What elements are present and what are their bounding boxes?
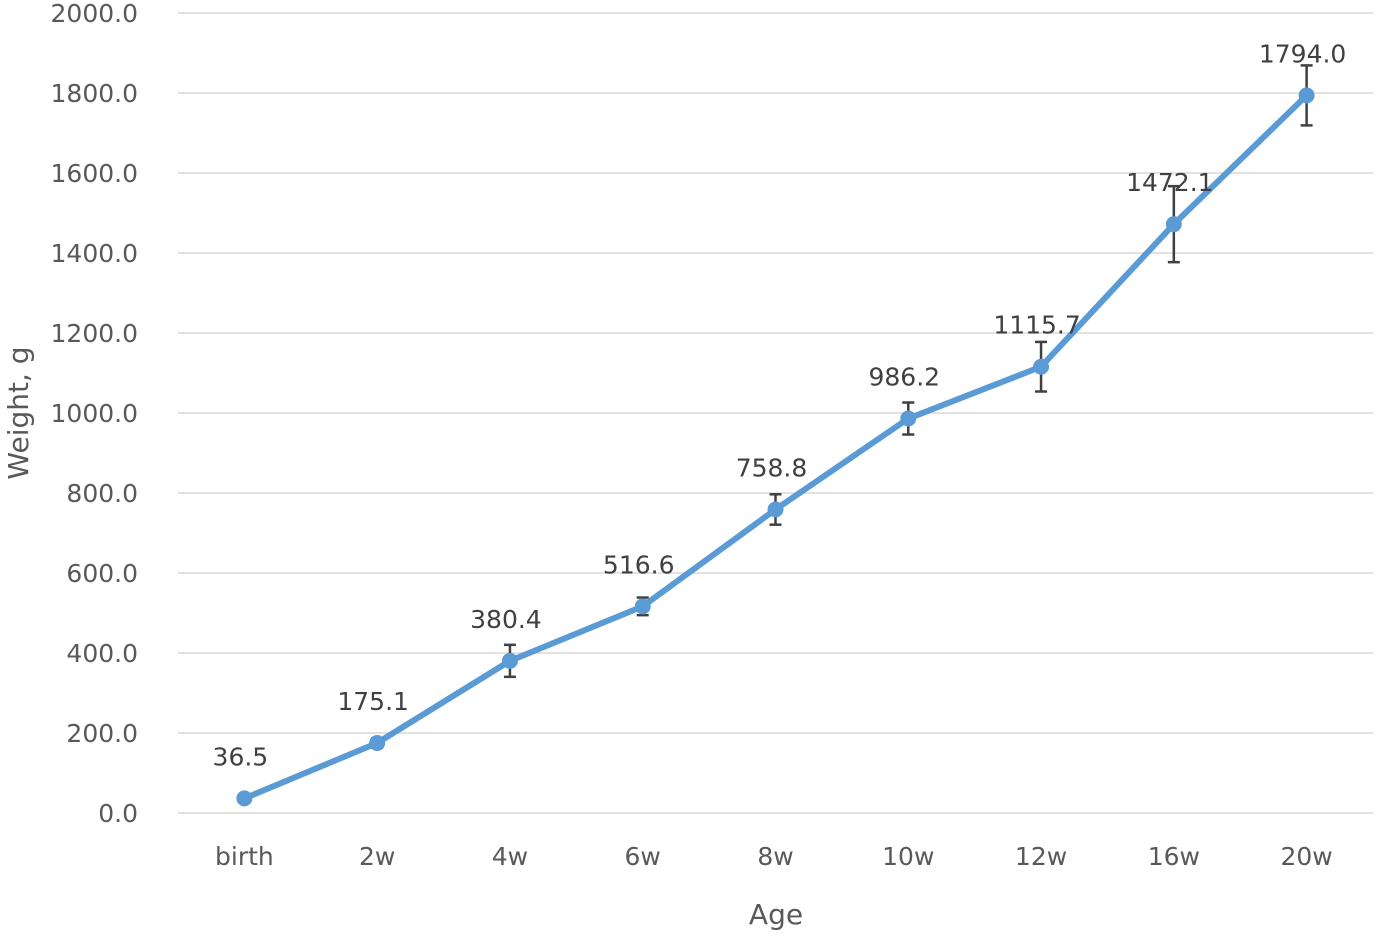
x-axis-ticks: birth 2w 4w 6w 8w 10w 12w 16w 20w <box>215 842 1333 871</box>
x-tick-label: birth <box>215 842 274 871</box>
y-tick-label: 200.0 <box>66 719 138 748</box>
y-axis-title: Weight, g <box>2 346 35 479</box>
data-point <box>236 790 253 807</box>
data-point <box>501 652 518 669</box>
x-tick-label: 4w <box>492 842 528 871</box>
x-tick-label: 20w <box>1280 842 1332 871</box>
data-point <box>1165 216 1182 233</box>
data-point <box>900 410 917 427</box>
data-label: 36.5 <box>213 742 269 771</box>
data-label: 516.6 <box>603 550 675 579</box>
y-tick-label: 1400.0 <box>51 239 138 268</box>
data-point <box>634 598 651 615</box>
y-axis-ticks: 0.0 200.0 400.0 600.0 800.0 1000.0 1200.0 1400.… <box>51 0 138 828</box>
x-tick-label: 2w <box>359 842 395 871</box>
y-tick-label: 0.0 <box>98 799 138 828</box>
y-tick-label: 600.0 <box>66 559 138 588</box>
data-label: 986.2 <box>868 363 940 392</box>
data-label: 1115.7 <box>993 311 1080 340</box>
y-tick-label: 1800.0 <box>51 79 138 108</box>
y-tick-label: 800.0 <box>66 479 138 508</box>
y-tick-label: 2000.0 <box>51 0 138 28</box>
x-tick-label: 8w <box>757 842 793 871</box>
data-points <box>236 87 1315 807</box>
y-tick-label: 1600.0 <box>51 159 138 188</box>
gridlines <box>178 12 1373 814</box>
y-tick-label: 400.0 <box>66 639 138 668</box>
data-label: 758.8 <box>736 453 808 482</box>
y-tick-label: 1200.0 <box>51 319 138 348</box>
data-point <box>1033 358 1050 375</box>
x-tick-label: 6w <box>625 842 661 871</box>
data-point <box>767 501 784 518</box>
data-point <box>1298 87 1315 104</box>
data-point <box>369 734 386 751</box>
x-axis-title: Age <box>749 898 803 931</box>
y-tick-label: 1000.0 <box>51 399 138 428</box>
data-label: 1794.0 <box>1259 39 1346 68</box>
x-tick-label: 12w <box>1015 842 1067 871</box>
data-label: 175.1 <box>337 687 409 716</box>
data-label: 380.4 <box>470 605 542 634</box>
data-label: 1472.1 <box>1126 168 1213 197</box>
x-tick-label: 10w <box>882 842 934 871</box>
data-labels: 36.5 175.1 380.4 516.6 758.8 986.2 1115.7 1472.… <box>213 39 1347 771</box>
x-tick-label: 16w <box>1148 842 1200 871</box>
